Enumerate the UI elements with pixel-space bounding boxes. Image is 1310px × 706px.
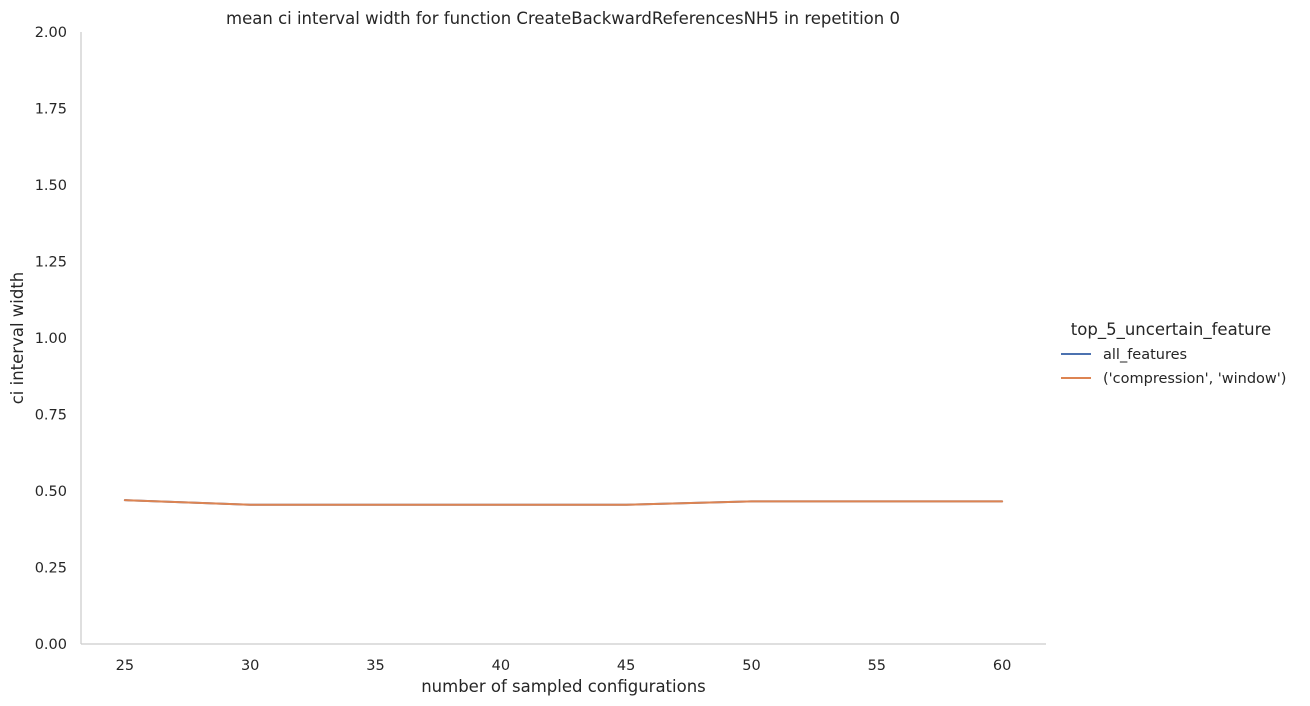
x-tick-label: 40 <box>492 658 510 674</box>
x-axis-title: number of sampled configurations <box>421 677 706 696</box>
legend-title: top_5_uncertain_feature <box>1071 320 1271 340</box>
y-axis-title: ci interval width <box>8 272 27 405</box>
y-axis-ticks: 0.00 0.25 0.50 0.75 1.00 1.25 1.50 1.75 2.00 <box>35 25 67 653</box>
y-tick-label: 0.50 <box>35 484 67 500</box>
x-tick-label: 45 <box>617 658 635 674</box>
y-tick-label: 0.00 <box>35 637 67 653</box>
y-tick-label: 1.50 <box>35 178 67 194</box>
legend: top_5_uncertain_feature all_features ('co… <box>1061 320 1286 387</box>
y-tick-label: 1.00 <box>35 331 67 347</box>
y-tick-label: 2.00 <box>35 25 67 41</box>
y-tick-label: 0.25 <box>35 561 67 577</box>
series-lines <box>123 499 1004 506</box>
x-tick-label: 60 <box>993 658 1011 674</box>
legend-items: all_features ('compression', 'window') <box>1061 347 1286 387</box>
y-tick-label: 0.75 <box>35 408 67 424</box>
series-line-1 <box>123 499 1004 506</box>
y-tick-label: 1.75 <box>35 102 67 118</box>
y-tick-label: 1.25 <box>35 255 67 271</box>
x-axis-ticks: 25 30 35 40 45 50 55 60 <box>116 658 1012 674</box>
x-tick-label: 30 <box>241 658 259 674</box>
plot-area: 0.00 0.25 0.50 0.75 1.00 1.25 1.50 1.75 2.00 25 3… <box>35 25 1046 674</box>
x-tick-label: 55 <box>868 658 886 674</box>
legend-label: ('compression', 'window') <box>1103 371 1286 387</box>
x-tick-label: 25 <box>116 658 134 674</box>
legend-label: all_features <box>1103 347 1187 363</box>
x-tick-label: 50 <box>742 658 760 674</box>
chart-title: mean ci interval width for function Crea… <box>226 9 900 28</box>
x-tick-label: 35 <box>366 658 384 674</box>
